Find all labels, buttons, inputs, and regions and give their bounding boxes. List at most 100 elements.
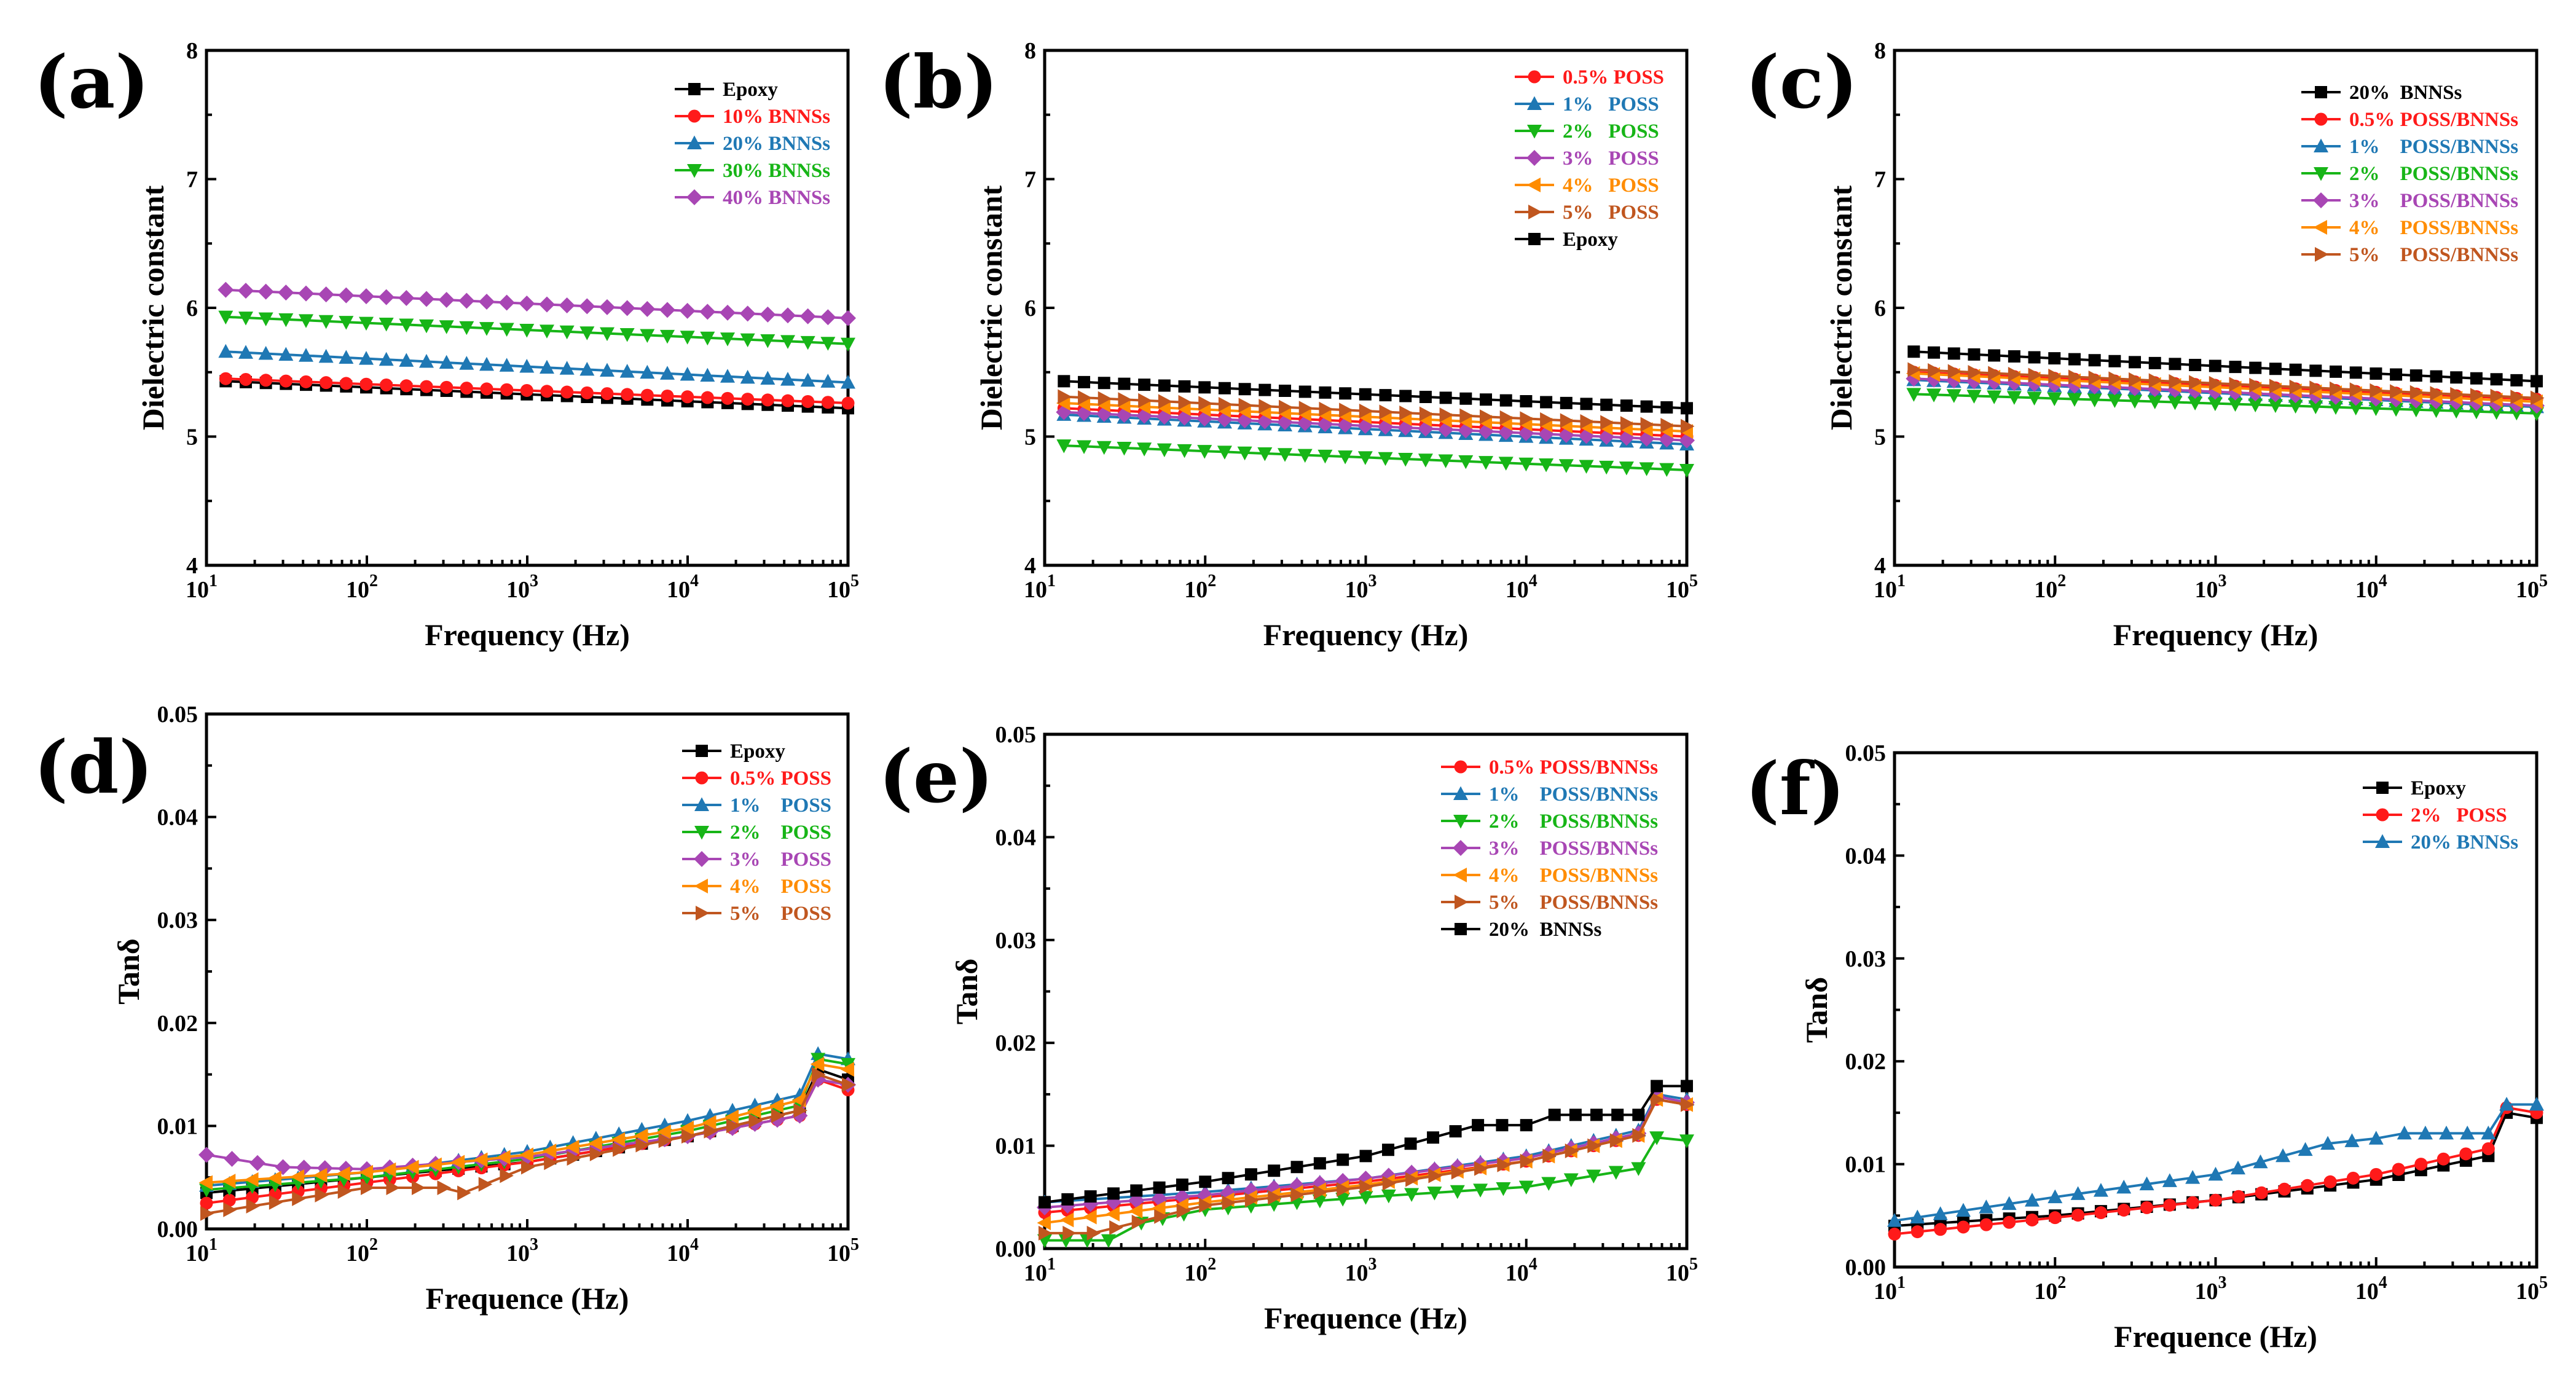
- data-point: [278, 347, 294, 361]
- data-point: [438, 292, 455, 308]
- data-point: [811, 1053, 826, 1067]
- legend-label: 3% POSS/BNNSs: [1489, 838, 1658, 860]
- legend-label: 0.5% POSS: [730, 767, 831, 790]
- data-point: [278, 313, 294, 328]
- data-point: [1518, 1180, 1534, 1195]
- data-point: [2298, 1142, 2313, 1156]
- legend-label: 20% BNNSs: [723, 133, 830, 155]
- data-point: [1199, 1198, 1213, 1213]
- data-point: [2232, 1190, 2245, 1203]
- legend-marker: [696, 745, 708, 757]
- data-point: [336, 1166, 350, 1182]
- data-point: [2027, 391, 2042, 406]
- data-point: [2268, 399, 2283, 414]
- data-point: [1086, 1225, 1101, 1241]
- data-point: [1906, 388, 1922, 402]
- data-point: [219, 372, 232, 385]
- data-point: [1297, 449, 1313, 463]
- legend-label: 1% POSS: [1563, 93, 1659, 116]
- legend: Epoxy 10% BNNSs 20% BNNSs 30% BNNSs 40% BNNS…: [675, 79, 830, 209]
- y-tick-label: 0.00: [157, 1217, 198, 1242]
- data-point: [2368, 402, 2384, 417]
- data-point: [2067, 393, 2082, 407]
- data-point: [2368, 1131, 2384, 1145]
- data-point: [1359, 1150, 1372, 1163]
- data-point: [520, 383, 533, 397]
- legend-label: 5% POSS: [1563, 202, 1659, 224]
- data-point: [1518, 457, 1534, 472]
- y-axis-title: Tanδ: [111, 938, 146, 1005]
- data-point: [580, 386, 594, 399]
- data-point: [299, 375, 313, 388]
- data-point: [498, 294, 515, 311]
- data-point: [680, 1120, 694, 1136]
- data-point: [1257, 447, 1273, 461]
- legend-marker: [1455, 923, 1467, 935]
- data-point: [1520, 411, 1534, 426]
- data-point: [1083, 1209, 1097, 1225]
- data-point: [2277, 1182, 2291, 1196]
- data-point: [218, 310, 234, 325]
- x-tick-label: 105: [2516, 1273, 2548, 1305]
- data-point: [200, 1206, 214, 1221]
- data-point: [2209, 375, 2223, 391]
- data-point: [621, 388, 634, 401]
- legend: 20% BNNSs 0.5% POSS/BNNSs 1% POSS/BNNSs 2% …: [2301, 82, 2518, 266]
- data-point: [700, 367, 715, 382]
- data-point: [1681, 418, 1695, 434]
- data-point: [680, 367, 695, 381]
- data-point: [1278, 448, 1293, 462]
- y-tick-label: 0.05: [157, 702, 198, 728]
- y-axis-title: Tanδ: [1799, 977, 1834, 1043]
- data-point: [1359, 388, 1372, 401]
- series-6: [200, 1067, 856, 1221]
- panel-c: (c) 4 5 6 7 8 101 102 103 104 105 Frequency (Hz) Die…: [1745, 38, 2548, 652]
- data-point: [1298, 385, 1311, 398]
- data-point: [579, 361, 595, 376]
- x-tick-label: 104: [2355, 1273, 2387, 1305]
- data-point: [2127, 394, 2143, 409]
- data-point: [2008, 366, 2022, 382]
- legend-label: 2% POSS: [2411, 804, 2507, 826]
- data-point: [2390, 368, 2403, 381]
- data-point: [544, 1155, 558, 1171]
- data-point: [2392, 1163, 2405, 1176]
- data-point: [2162, 1173, 2177, 1187]
- data-point: [1608, 1166, 1624, 1180]
- data-point: [1933, 1206, 1948, 1220]
- data-point: [1178, 394, 1193, 410]
- data-point: [2481, 1125, 2496, 1140]
- data-point: [1404, 1188, 1420, 1203]
- series-line: [226, 315, 849, 345]
- data-point: [478, 293, 495, 310]
- data-point: [2140, 1201, 2154, 1214]
- data-point: [2108, 371, 2122, 386]
- data-point: [820, 309, 836, 326]
- data-point: [2229, 361, 2242, 374]
- legend-label: 5% POSS/BNNSs: [1489, 892, 1658, 914]
- data-point: [399, 353, 414, 367]
- y-tick-label: 4: [1874, 553, 1886, 579]
- data-point: [1928, 346, 1941, 359]
- data-point: [1499, 394, 1512, 407]
- data-point: [1580, 398, 1593, 410]
- data-point: [748, 1113, 763, 1129]
- data-point: [2309, 364, 2322, 377]
- data-point: [439, 355, 454, 369]
- legend-label: 10% BNNSs: [723, 106, 830, 128]
- data-point: [781, 394, 795, 407]
- data-point: [1268, 1164, 1281, 1177]
- data-point: [238, 312, 253, 326]
- x-axis-title: Frequency (Hz): [2113, 618, 2319, 652]
- series-5: [1039, 1092, 1695, 1241]
- data-point: [2397, 1125, 2412, 1140]
- data-point: [237, 283, 254, 299]
- data-point: [1076, 396, 1091, 412]
- data-point: [1158, 394, 1172, 409]
- panel-b: (b) 4 5 6 7 8 101 102 103 104 105 Frequency (Hz) Die…: [879, 38, 1698, 652]
- data-point: [222, 1193, 236, 1207]
- data-point: [1541, 1177, 1557, 1191]
- data-point: [1137, 442, 1152, 457]
- legend-label: Epoxy: [723, 79, 778, 101]
